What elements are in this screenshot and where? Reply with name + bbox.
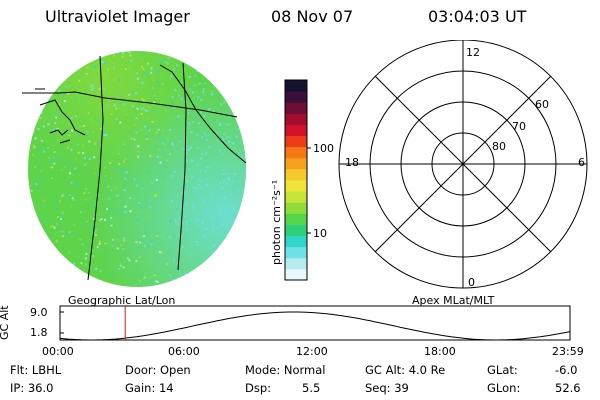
colorbar-segment — [285, 180, 307, 192]
mlt-label-18: 18 — [345, 156, 359, 169]
colorbar-segment — [285, 257, 307, 270]
mlat-label-60: 60 — [535, 98, 549, 111]
dsp-label: Dsp: — [245, 381, 272, 395]
colorbar-segment — [285, 246, 307, 259]
mlt-label-12: 12 — [466, 46, 480, 59]
header-date: 08 Nov 07 — [271, 7, 354, 26]
header-time: 03:04:03 UT — [428, 7, 527, 26]
colorbar-tick-10: 10 — [313, 227, 327, 240]
time-tick-2359: 23:59 — [552, 345, 584, 358]
polar-plot — [338, 40, 588, 289]
time-tick-1200: 12:00 — [296, 345, 328, 358]
gain-value: Gain: 14 — [125, 381, 174, 395]
altitude-plot: GC Alt — [0, 305, 571, 341]
colorbar-segment — [285, 224, 307, 237]
colorbar-segment — [285, 146, 307, 159]
glon-value: 52.6 — [555, 381, 581, 395]
altitude-ylabel: GC Alt — [0, 305, 11, 340]
door-status: Door: Open — [125, 363, 191, 377]
mlat-label-70: 70 — [512, 120, 526, 133]
time-tick-0600: 06:00 — [168, 345, 200, 358]
colorbar: photon cm⁻²s⁻¹ — [270, 79, 311, 281]
glat-label: GLat: — [487, 363, 518, 377]
colorbar-segment — [285, 135, 307, 148]
colorbar-segment — [285, 202, 307, 214]
mlt-label-0: 0 — [468, 276, 475, 289]
polar-plot-label: Apex MLat/MLT — [412, 294, 495, 307]
colorbar-segment — [285, 235, 307, 248]
geo-map-label: Geographic Lat/Lon — [68, 294, 176, 307]
colorbar-segment — [285, 191, 307, 203]
colorbar-unit-label: photon cm⁻²s⁻¹ — [270, 180, 283, 265]
mlt-label-6: 6 — [578, 156, 585, 169]
filter-value: Flt: LBHL — [10, 363, 62, 377]
coastline — [22, 55, 247, 281]
mlat-label-80: 80 — [492, 140, 506, 153]
glat-value: -6.0 — [555, 363, 578, 377]
colorbar-segment — [285, 102, 307, 114]
app-title: Ultraviolet Imager — [45, 7, 190, 26]
ip-value: IP: 36.0 — [10, 381, 54, 395]
colorbar-segment — [285, 268, 307, 281]
colorbar-segment — [285, 168, 307, 181]
colorbar-segment — [285, 113, 307, 125]
geographic-image — [22, 51, 247, 287]
time-tick-0000: 00:00 — [42, 345, 74, 358]
alt-tick-9: 9.0 — [30, 306, 48, 319]
glon-label: GLon: — [487, 381, 521, 395]
colorbar-segment — [285, 157, 307, 170]
gc-alt-value: GC Alt: 4.0 Re — [365, 363, 446, 377]
seq-value: Seq: 39 — [365, 381, 409, 395]
mode-value: Mode: Normal — [245, 363, 326, 377]
dsp-value: 5.5 — [302, 381, 321, 395]
alt-tick-1-8: 1.8 — [30, 326, 48, 339]
colorbar-tick-100: 100 — [313, 142, 334, 155]
colorbar-segment — [285, 124, 307, 137]
colorbar-segment — [285, 80, 307, 92]
colorbar-segment — [285, 91, 307, 103]
time-tick-1800: 18:00 — [424, 345, 456, 358]
colorbar-segment — [285, 213, 307, 225]
altitude-curve — [59, 311, 571, 341]
